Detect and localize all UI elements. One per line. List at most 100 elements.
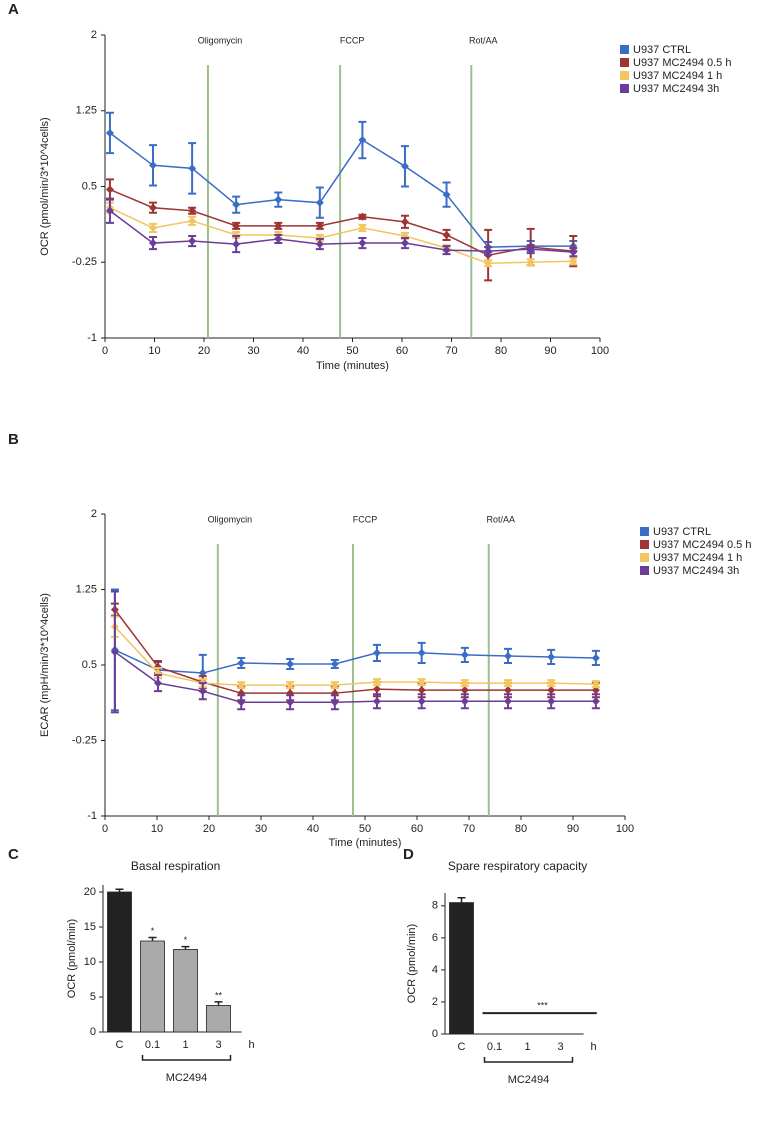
y-tick-label: 15 — [84, 921, 96, 933]
error-bar — [148, 936, 157, 941]
marker — [569, 248, 578, 257]
marker — [286, 698, 295, 707]
chart-title: Basal respiration — [131, 859, 220, 873]
event-label: Rot/AA — [487, 514, 516, 524]
y-tick-label: -1 — [87, 332, 97, 344]
y-axis-label: OCR (pmol/min/3*10^4cells) — [39, 117, 51, 255]
x-tick-label: 50 — [346, 345, 358, 357]
error-bar — [181, 945, 190, 950]
marker — [547, 686, 556, 695]
event-label: FCCP — [353, 514, 378, 524]
significance: ** — [215, 990, 223, 1000]
marker — [526, 245, 535, 254]
marker — [547, 652, 556, 661]
significance: * — [151, 926, 155, 936]
marker — [372, 678, 381, 687]
marker — [286, 659, 295, 668]
y-tick-label: 0.5 — [82, 180, 97, 192]
series-line — [114, 626, 596, 686]
marker — [547, 679, 556, 688]
marker — [358, 136, 367, 145]
marker — [188, 237, 197, 246]
group-bracket — [483, 1057, 574, 1063]
chart-title: Spare respiratory capacity — [448, 859, 587, 873]
y-axis-label: OCR (pmol/min) — [66, 919, 78, 998]
marker — [460, 697, 469, 706]
bar — [107, 891, 132, 1033]
marker — [372, 697, 381, 706]
marker — [591, 653, 600, 662]
marker — [330, 681, 339, 690]
x-tick-label: 70 — [463, 823, 475, 835]
x-tick-label: 40 — [297, 345, 309, 357]
marker — [442, 246, 451, 255]
series-line — [109, 210, 574, 253]
legend-swatch — [640, 566, 649, 575]
marker — [460, 650, 469, 659]
x-tick-label: 90 — [544, 345, 556, 357]
marker — [149, 161, 158, 170]
y-axis-label: ECAR (mpH/min/3*10^4cells) — [39, 593, 51, 737]
marker — [442, 190, 451, 199]
y-tick-label: -1 — [87, 810, 97, 822]
unit-label: h — [590, 1041, 596, 1053]
x-axis-label: Time (minutes) — [316, 360, 389, 372]
marker — [504, 679, 512, 688]
y-tick-label: -0.25 — [72, 734, 97, 746]
legend-swatch — [620, 71, 629, 80]
series-line — [114, 649, 596, 674]
y-tick-label: 2 — [91, 508, 97, 520]
y-tick-label: 5 — [90, 991, 96, 1003]
marker — [358, 212, 367, 221]
marker — [372, 685, 381, 694]
x-axis-label: Time (minutes) — [329, 837, 402, 849]
series-line — [114, 609, 596, 694]
marker — [372, 648, 381, 657]
marker — [417, 678, 426, 687]
x-tick-label: 20 — [198, 345, 210, 357]
group-label: MC2494 — [508, 1074, 550, 1086]
legend-swatch — [620, 84, 629, 93]
x-tick-label: 30 — [255, 823, 267, 835]
x-tick-label: C — [458, 1041, 466, 1053]
error-bar — [115, 888, 124, 892]
marker — [460, 679, 469, 688]
marker — [569, 257, 578, 266]
marker — [400, 217, 409, 226]
marker — [330, 659, 339, 668]
legend-label: U937 CTRL — [633, 44, 691, 56]
y-tick-label: 8 — [432, 900, 438, 912]
x-tick-label: 100 — [616, 823, 634, 835]
y-tick-label: -0.25 — [72, 256, 97, 268]
x-tick-label: 40 — [307, 823, 319, 835]
legend-label: U937 MC2494 3h — [653, 565, 739, 577]
x-tick-label: 3 — [215, 1039, 221, 1051]
panel-label: D — [403, 846, 414, 863]
x-tick-label: C — [116, 1039, 124, 1051]
marker — [504, 697, 512, 706]
marker — [591, 680, 600, 689]
marker — [154, 679, 163, 688]
series-line — [109, 207, 574, 265]
marker — [105, 128, 114, 137]
y-tick-label: 0 — [90, 1026, 96, 1038]
marker — [149, 203, 158, 212]
series-line — [109, 188, 574, 256]
marker — [237, 658, 246, 667]
marker — [110, 647, 119, 656]
legend-label: U937 MC2494 1 h — [653, 552, 742, 564]
marker — [504, 686, 512, 695]
marker — [330, 698, 339, 707]
marker — [526, 258, 535, 267]
bar — [449, 902, 474, 1035]
marker — [198, 669, 207, 678]
marker — [315, 240, 324, 249]
error-bar — [214, 1001, 223, 1006]
y-tick-label: 0 — [432, 1028, 438, 1040]
event-label: Rot/AA — [469, 35, 498, 45]
x-tick-label: 60 — [411, 823, 423, 835]
marker — [286, 681, 295, 690]
x-tick-label: 100 — [591, 345, 609, 357]
marker — [232, 200, 241, 209]
marker — [417, 648, 426, 657]
